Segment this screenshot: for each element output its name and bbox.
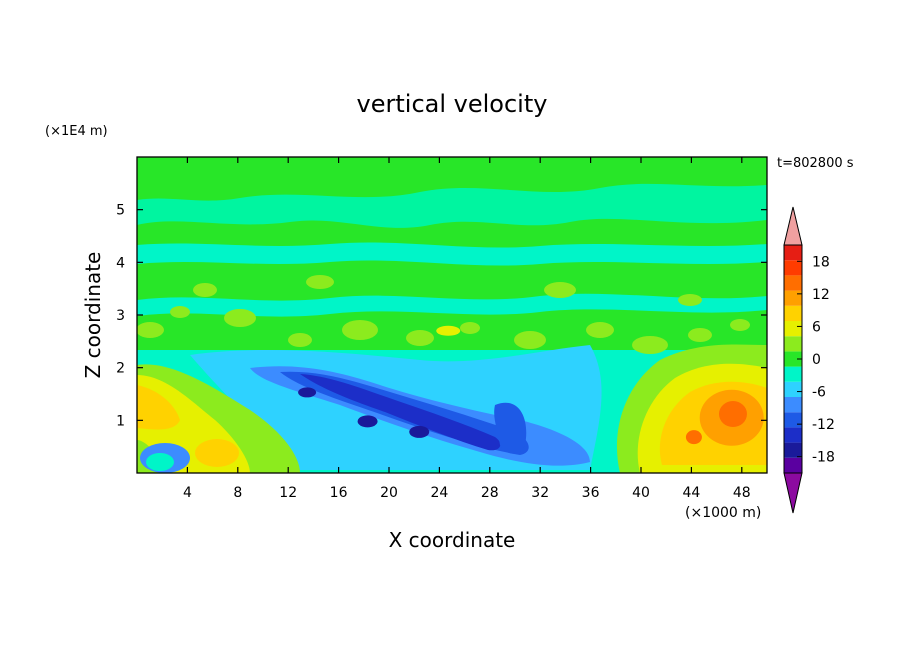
y-tick-label: 5 xyxy=(116,203,125,219)
colorbar-swatch xyxy=(784,412,802,428)
y-tick-label: 3 xyxy=(116,308,125,324)
colorbar-swatch xyxy=(784,290,802,306)
field-region xyxy=(137,385,180,430)
colorbar-swatch xyxy=(784,366,802,382)
colorbar-tick-label: 0 xyxy=(812,352,821,368)
x-tick-label: 28 xyxy=(481,485,499,501)
colorbar-swatch xyxy=(784,427,802,443)
x-tick-label: 44 xyxy=(682,485,700,501)
y-axis: 1 2 3 4 5 xyxy=(116,203,767,429)
colorbar-over-triangle xyxy=(783,206,803,246)
field-region xyxy=(146,453,174,471)
x-tick-label: 12 xyxy=(279,485,297,501)
colorbar-swatch xyxy=(784,336,802,352)
field-region xyxy=(137,157,767,201)
field-region xyxy=(137,322,164,338)
chart-title: vertical velocity xyxy=(357,90,548,118)
colorbar-tick-label: 6 xyxy=(812,319,821,335)
field-region xyxy=(586,322,614,338)
x-tick-label: 16 xyxy=(330,485,348,501)
field-region xyxy=(730,319,750,331)
y-tick-label: 2 xyxy=(116,361,125,377)
field-region xyxy=(718,401,747,428)
field-region xyxy=(685,430,702,445)
y-tick-label: 4 xyxy=(116,255,125,271)
field-region xyxy=(688,328,712,342)
contour-field xyxy=(137,157,767,473)
field-region xyxy=(544,282,576,298)
colorbar-labels: 18 12 6 0 -6 -12 -18 xyxy=(797,254,835,466)
field-region xyxy=(342,320,378,340)
y-scale-label: (×1E4 m) xyxy=(45,124,108,139)
y-axis-label: Z coordinate xyxy=(81,252,105,379)
field-region xyxy=(137,293,767,317)
colorbar-swatch xyxy=(784,245,802,261)
field-region xyxy=(306,275,334,289)
colorbar-swatch xyxy=(784,442,802,458)
colorbar-tick-label: -18 xyxy=(812,450,835,466)
field-region xyxy=(436,325,461,336)
colorbar-swatch xyxy=(784,275,802,291)
x-tick-label: 32 xyxy=(531,485,549,501)
x-tick-label: 20 xyxy=(380,485,398,501)
x-tick-label: 24 xyxy=(430,485,448,501)
field-region xyxy=(300,374,501,451)
colorbar-under-triangle xyxy=(783,472,803,514)
colorbar-tick-label: -6 xyxy=(812,385,826,401)
colorbar-swatch xyxy=(784,457,802,473)
time-label: t=802800 s xyxy=(777,156,854,171)
field-region xyxy=(298,387,317,398)
field-region xyxy=(195,439,239,467)
x-axis-label: X coordinate xyxy=(389,528,516,552)
colorbar-tick-label: -12 xyxy=(812,417,835,433)
field-region xyxy=(460,322,480,334)
x-axis: 4 8 12 16 20 24 28 32 36 40 44 48 xyxy=(183,157,751,501)
colorbar xyxy=(783,206,803,514)
colorbar-tick-label: 18 xyxy=(812,254,830,270)
field-region xyxy=(409,425,430,438)
field-region xyxy=(170,306,190,318)
y-tick-label: 1 xyxy=(116,413,125,429)
colorbar-swatch xyxy=(784,381,802,397)
field-region xyxy=(514,331,546,349)
colorbar-swatch xyxy=(784,351,802,367)
x-scale-label: (×1000 m) xyxy=(685,505,761,521)
x-tick-label: 36 xyxy=(582,485,600,501)
colorbar-swatch xyxy=(784,397,802,413)
field-region xyxy=(632,336,668,354)
field-region xyxy=(137,242,767,266)
x-tick-label: 40 xyxy=(632,485,650,501)
colorbar-swatch xyxy=(784,260,802,276)
x-tick-label: 4 xyxy=(183,485,192,501)
field-region xyxy=(494,402,527,454)
field-region xyxy=(193,283,217,297)
x-tick-label: 48 xyxy=(733,485,751,501)
plot-area xyxy=(137,157,767,473)
field-region xyxy=(357,415,378,428)
field-region xyxy=(406,330,434,346)
field-region xyxy=(224,309,256,327)
colorbar-swatch xyxy=(784,321,802,337)
x-tick-label: 8 xyxy=(233,485,242,501)
field-region xyxy=(678,294,702,306)
field-region xyxy=(288,333,312,347)
colorbar-tick-label: 12 xyxy=(812,287,830,303)
colorbar-swatch xyxy=(784,305,802,321)
